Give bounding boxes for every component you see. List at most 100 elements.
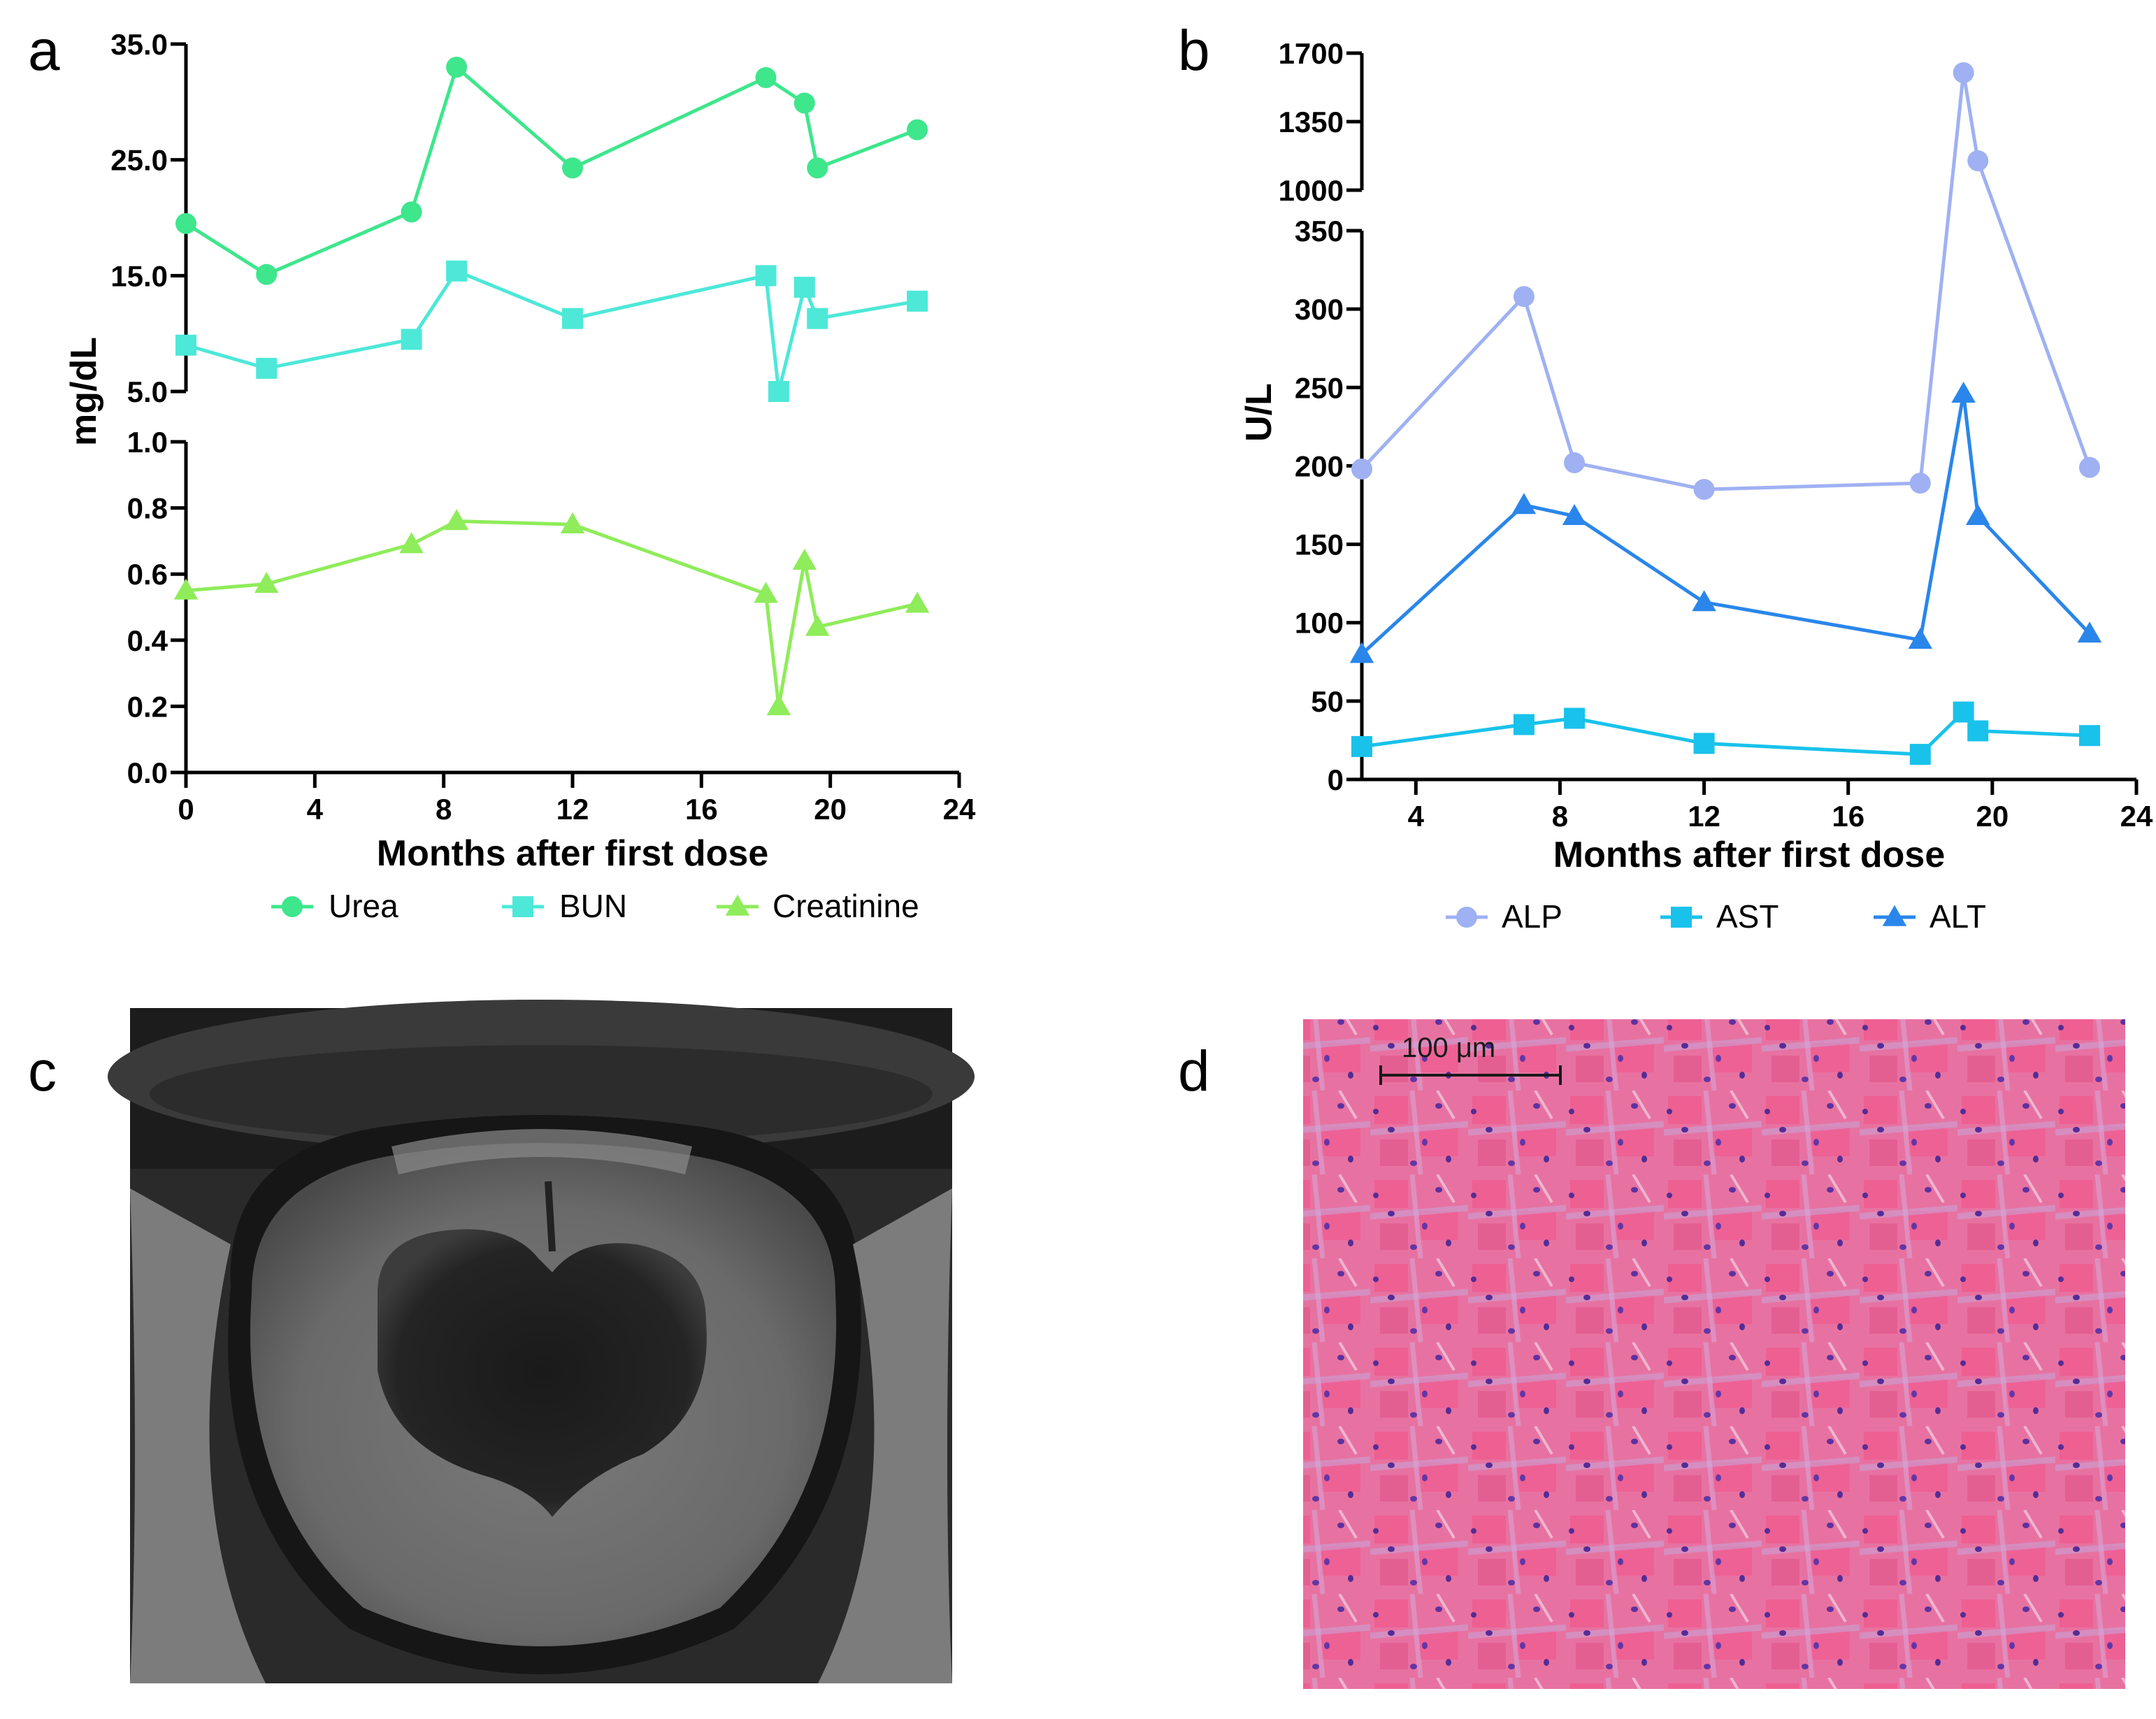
data-point-alp [1351, 458, 1372, 480]
data-point-creatinine [905, 591, 930, 613]
y-tick-label: 0 [1328, 763, 1344, 796]
legend-label-alp: ALP [1502, 898, 1562, 935]
data-point-bun [807, 308, 828, 329]
data-point-ast [1513, 714, 1535, 735]
legend-b: ALP AST ALT [1446, 898, 1986, 935]
data-point-alp [1909, 473, 1931, 494]
chart-a: 5.0 15.0 25.0 35.0 0.0 0.2 0.4 0.6 0.8 1.0 0 4 8 12 16… [64, 28, 976, 874]
data-point-ast [1953, 701, 1974, 723]
data-point-alp [1564, 452, 1586, 473]
x-tick-label: 8 [1552, 800, 1568, 833]
data-point-ast [2079, 725, 2101, 747]
series-line-alt [1360, 393, 2091, 656]
x-tick-label: 12 [1688, 800, 1720, 833]
y-tick-label: 300 [1295, 293, 1344, 326]
x-tick-label: 16 [685, 793, 718, 826]
data-point-creatinine [766, 694, 791, 716]
y-tick-label: 35.0 [110, 28, 168, 61]
legend-label-alt: ALT [1929, 898, 1986, 935]
y-tick-label: 0.6 [127, 558, 168, 591]
data-point-bun [907, 290, 928, 312]
scale-bar: 100 μm [1379, 1033, 1562, 1085]
legend-label-bun: BUN [559, 888, 627, 924]
series-line-alp [1360, 72, 2092, 491]
series-line-bun [185, 268, 918, 392]
x-tick-label: 20 [814, 793, 847, 826]
data-point-bun [793, 276, 815, 298]
panel-label-c: c [28, 1040, 57, 1103]
y-tick-label: 0.4 [127, 624, 168, 657]
y-tick-label: 350 [1295, 215, 1344, 247]
y-tick-label: 5.0 [127, 375, 168, 408]
data-point-alp [1513, 286, 1535, 308]
legend-label-urea: Urea [329, 888, 398, 924]
data-point-urea [401, 201, 422, 223]
legend-marker-urea [282, 896, 303, 917]
x-tick-label: 4 [1408, 800, 1425, 833]
x-tick-label: 4 [307, 793, 324, 826]
data-point-creatinine [792, 549, 817, 570]
panel-label-b: b [1178, 19, 1210, 82]
mri-image [108, 1000, 975, 1683]
y-tick-label: 1.0 [127, 426, 168, 459]
x-axis-label: Months after first dose [1553, 835, 1946, 875]
legend-marker-alp [1456, 907, 1477, 928]
y-tick-label: 25.0 [110, 144, 168, 177]
scale-bar-label: 100 μm [1402, 1033, 1495, 1063]
data-point-alp [1967, 150, 1989, 171]
y-tick-label: 0.2 [127, 690, 168, 723]
data-point-bun [175, 334, 196, 356]
y-tick-label: 1000 [1279, 174, 1344, 207]
data-point-urea [793, 92, 815, 114]
y-tick-label: 0.8 [127, 492, 168, 525]
y-axis-label: U/L [1239, 383, 1279, 442]
y-tick-label: 100 [1295, 607, 1344, 640]
data-point-creatinine [173, 578, 199, 600]
data-point-creatinine [444, 509, 469, 531]
data-point-urea [755, 67, 777, 89]
y-tick-label: 250 [1295, 371, 1344, 404]
y-tick-label: 200 [1295, 449, 1344, 482]
data-point-ast [1909, 744, 1931, 765]
chart-b: 0 50 100 150 200 250 300 350 1000 1350 1700 4 8 12 16 2… [1239, 37, 2153, 875]
data-point-bun [256, 357, 278, 379]
legend-marker-ast [1671, 907, 1692, 928]
x-axis-label: Months after first dose [377, 833, 769, 874]
data-point-urea [562, 157, 583, 179]
data-point-urea [907, 119, 928, 141]
data-point-creatinine [254, 572, 279, 594]
data-point-ast [1693, 733, 1715, 754]
legend-a: Urea BUN Creatinine [271, 888, 919, 924]
y-tick-label: 1350 [1279, 106, 1344, 138]
data-point-creatinine [754, 582, 778, 603]
data-point-bun [401, 329, 422, 350]
data-point-urea [175, 213, 196, 234]
legend-marker-bun [512, 896, 533, 917]
data-point-creatinine [805, 614, 830, 636]
data-point-alt [1692, 590, 1716, 612]
series-line-creatinine [185, 519, 918, 707]
data-point-urea [446, 57, 468, 78]
data-point-alt [2077, 621, 2102, 643]
data-point-alt [1951, 382, 1976, 403]
x-tick-label: 24 [2120, 800, 2153, 833]
x-tick-label: 16 [1832, 800, 1864, 833]
data-point-creatinine [560, 512, 585, 533]
data-point-creatinine [399, 532, 424, 554]
legend-marker-alt [1882, 905, 1907, 926]
x-tick-label: 0 [178, 793, 194, 826]
legend-label-creatinine: Creatinine [772, 888, 919, 924]
data-point-bun [768, 381, 789, 402]
x-tick-label: 12 [556, 793, 589, 826]
data-point-alt [1511, 493, 1537, 515]
y-tick-label: 50 [1311, 685, 1344, 718]
data-point-bun [755, 265, 777, 287]
histology-image: 100 μm [1303, 1019, 2125, 1689]
data-point-alt [1349, 642, 1374, 663]
data-point-bun [562, 308, 583, 329]
legend-label-ast: AST [1716, 898, 1778, 935]
x-tick-label: 20 [1976, 800, 2009, 833]
x-tick-label: 8 [436, 793, 452, 826]
data-point-urea [256, 264, 278, 285]
data-point-alp [2079, 456, 2101, 478]
